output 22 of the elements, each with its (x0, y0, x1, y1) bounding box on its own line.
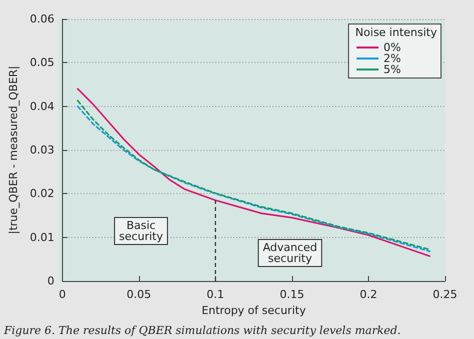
y-axis-title: |true_QBER - measured_QBER| (7, 66, 20, 234)
y-tick-label: 0.06 (30, 12, 54, 26)
legend-label: 2% (384, 52, 401, 65)
annotation: Advanced security (262, 241, 318, 265)
legend-label: 5% (384, 63, 401, 76)
y-tick-label: 0.04 (30, 100, 54, 113)
legend-label: 0% (384, 41, 401, 54)
x-tick-label: 0.25 (432, 288, 458, 301)
y-tick-label: 0.05 (30, 56, 54, 70)
caption: Figure 6. The results of QBER simulations with security levels marked. (3, 324, 401, 337)
x-tick-label: 0 (58, 288, 66, 301)
y-tick-label: 0.03 (30, 144, 54, 156)
y-tick-label: 0.01 (30, 230, 54, 244)
x-tick-label: 0.05 (126, 288, 152, 301)
legend-title: Noise intensity (355, 26, 438, 39)
y-tick-label: 0.02 (30, 187, 54, 200)
annotation: Basic security (119, 219, 164, 243)
x-tick-label: 0.2 (360, 288, 378, 301)
x-axis-title: Entropy of security (202, 304, 306, 317)
x-tick-label: 0.1 (206, 288, 224, 301)
x-tick-label: 0.15 (280, 288, 304, 301)
y-tick-label: 0 (47, 274, 54, 288)
